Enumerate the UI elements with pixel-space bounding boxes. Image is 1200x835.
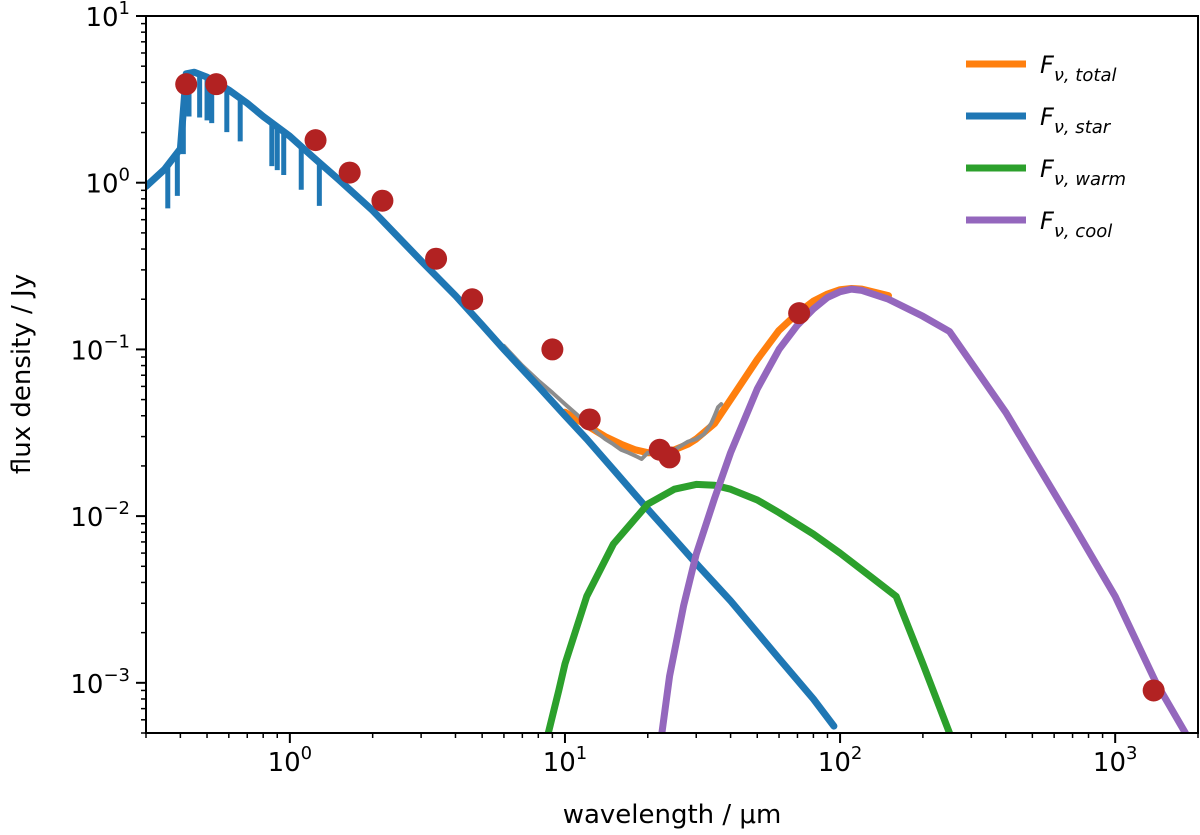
ticks-layer: 100 101 102 103 10−3 10−2 10−1 100 101 [70, 0, 1199, 778]
series-warm-line [544, 480, 953, 733]
x-tick-label: 103 [1093, 743, 1138, 778]
photometry-point [658, 446, 681, 469]
series-cool-line [658, 285, 1189, 733]
y-tick-label: 10−1 [70, 331, 130, 366]
x-axis-label: wavelength / μm [563, 800, 782, 830]
photometry-point [1142, 679, 1165, 702]
legend-label: Fν, warm [1040, 155, 1126, 190]
legend-label: Fν, cool [1040, 207, 1112, 242]
y-axis-label: flux density / Jy [7, 274, 37, 474]
y-tick-label: 100 [85, 165, 130, 200]
series-total-line [561, 285, 892, 457]
legend-label: Fν, star [1040, 103, 1112, 138]
x-tick-label: 100 [268, 743, 313, 778]
photometry-point [371, 189, 394, 212]
y-tick-label: 101 [85, 0, 130, 33]
y-tick-label: 10−2 [70, 498, 130, 533]
points-layer [175, 73, 1165, 702]
photometry-point [425, 247, 448, 270]
photometry-point [541, 338, 564, 361]
photometry-point [338, 161, 361, 184]
photometry-point [788, 302, 811, 325]
photometry-point [175, 73, 198, 96]
x-tick-label: 101 [543, 743, 588, 778]
x-tick-label: 102 [818, 743, 863, 778]
legend: Fν, total Fν, star Fν, warm Fν, cool [966, 51, 1126, 242]
y-tick-label: 10−3 [70, 665, 130, 700]
series-layer [146, 68, 1189, 733]
series-spectrum-line [501, 343, 724, 461]
photometry-point [205, 73, 228, 96]
legend-label: Fν, total [1040, 51, 1116, 86]
photometry-point [578, 408, 601, 431]
photometry-point [304, 129, 327, 152]
series-star-line [146, 68, 838, 730]
photometry-point [461, 288, 484, 311]
